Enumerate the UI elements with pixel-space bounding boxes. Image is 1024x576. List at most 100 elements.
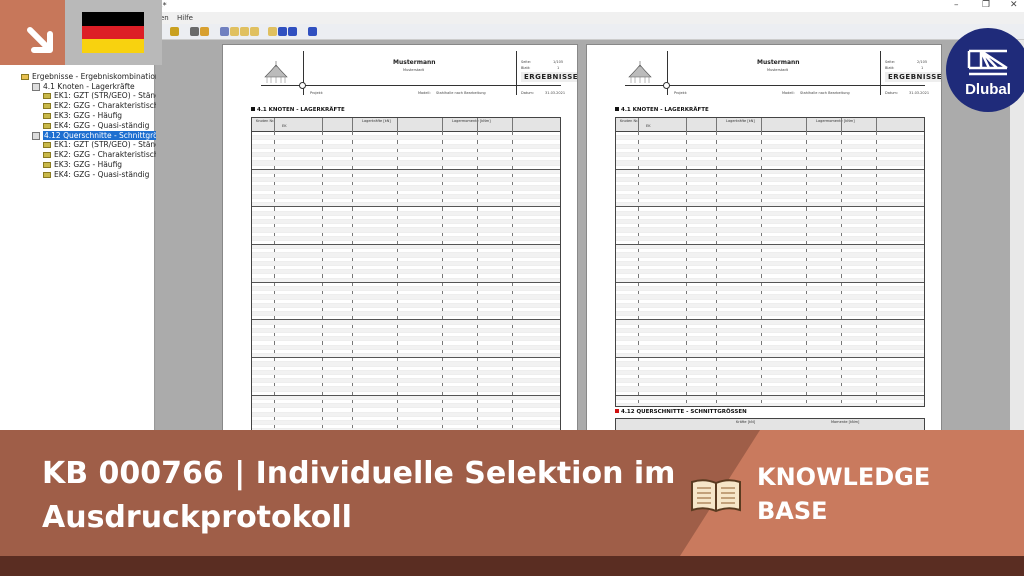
tree-item-label: 4.1 Knoten - Lagerkräfte — [43, 81, 135, 91]
tree-item[interactable]: EK1: GZT (STR/GEO) - Ständig / — [43, 91, 172, 101]
table-row — [252, 149, 560, 153]
preview-page-2: Mustermann Musterstadt Seite: 2/105 Blatt: 1 E… — [586, 44, 942, 444]
toolbar-button[interactable] — [170, 27, 179, 36]
table-row — [252, 203, 560, 208]
sheet-label: Blatt: — [521, 66, 531, 70]
tree-item[interactable]: EK4: GZG - Quasi-ständig — [43, 121, 149, 131]
toolbar-button[interactable] — [200, 27, 209, 36]
header-vrule — [880, 51, 881, 95]
tree-item[interactable]: EK2: GZG - Charakteristisch — [43, 150, 159, 160]
tree-item[interactable]: EK1: GZT (STR/GEO) - Ständig / — [43, 140, 172, 150]
tree-item[interactable]: Ergebnisse - Ergebniskombinationen — [21, 72, 169, 82]
table-row — [252, 132, 560, 137]
table-row — [252, 412, 560, 417]
date-value: 31.03.2021 — [909, 91, 930, 95]
germany-flag-icon — [82, 12, 144, 53]
sheet-number: 1 — [557, 66, 560, 70]
maximize-button[interactable]: ❐ — [982, 0, 991, 10]
toolbar-button[interactable] — [288, 27, 297, 36]
table-row — [616, 387, 924, 392]
table-row — [252, 219, 560, 225]
tree-item-label: EK4: GZG - Quasi-ständig — [54, 169, 150, 179]
table-row — [252, 408, 560, 413]
tree-item[interactable]: EK3: GZG - Häufig — [43, 111, 122, 121]
minimize-button[interactable]: – — [954, 0, 959, 10]
table-row — [616, 274, 924, 279]
table-row — [252, 367, 560, 371]
table-row — [252, 283, 560, 287]
table-row — [252, 245, 560, 250]
table-row — [252, 241, 560, 246]
tree-item[interactable]: 4.1 Knoten - Lagerkräfte — [32, 82, 135, 92]
menu-item-edit[interactable]: en — [160, 14, 169, 22]
open-book-icon — [691, 479, 741, 513]
table-row — [252, 383, 560, 388]
tree-item[interactable]: EK2: GZG - Charakteristisch — [43, 101, 159, 111]
table-row — [252, 144, 560, 149]
section-title-text: 4.12 QUERSCHNITTE - SCHNITTGRÖSSEN — [621, 409, 747, 415]
table-row — [252, 211, 560, 216]
table-row — [616, 395, 924, 400]
toolbar-button[interactable] — [240, 27, 249, 36]
close-button[interactable]: ✕ — [1010, 0, 1018, 10]
table-row — [616, 174, 924, 179]
table-row — [252, 379, 560, 384]
tree-item[interactable]: EK3: GZG - Häufig — [43, 160, 122, 170]
table-row — [616, 182, 924, 187]
toolbar-button[interactable] — [190, 27, 199, 36]
table-row — [616, 392, 924, 396]
toolbar-button[interactable] — [230, 27, 239, 36]
table-row — [252, 350, 560, 354]
table-row — [252, 358, 560, 363]
project-label: Projekt: — [674, 91, 688, 95]
table-row — [252, 341, 560, 346]
table-row — [616, 303, 924, 308]
model-name: Stahlhalle nach Bearbeitung — [800, 91, 850, 95]
table-row — [252, 417, 560, 421]
table-row — [616, 286, 924, 292]
table-row — [616, 253, 924, 258]
tree-item-label: EK2: GZG - Charakteristisch — [54, 150, 159, 160]
table-row — [252, 333, 560, 338]
table-row — [616, 149, 924, 153]
table-row — [252, 370, 560, 375]
table-row — [616, 241, 924, 246]
table-row — [616, 300, 924, 304]
col-ek: EK — [282, 124, 287, 128]
table-icon — [32, 82, 40, 91]
header-circle — [663, 82, 670, 89]
table-row — [252, 266, 560, 271]
tree-item-label: EK1: GZT (STR/GEO) - Ständig / — [54, 140, 172, 150]
table-row — [616, 295, 924, 300]
vertical-scrollbar[interactable] — [1010, 40, 1024, 430]
table-row — [252, 161, 560, 166]
page-number: 2/105 — [917, 60, 928, 64]
toolbar-button[interactable] — [250, 27, 259, 36]
tree-item[interactable]: 4.12 Querschnitte - Schnittgrößen — [32, 130, 173, 141]
footer-strip — [0, 556, 1024, 576]
print-preview-area: Mustermann Musterstadt Seite: 1/105 Blatt: 1 E… — [156, 40, 1024, 444]
table-row — [616, 140, 924, 145]
tree-item-label: EK4: GZG - Quasi-ständig — [54, 120, 150, 130]
model-name: Stahlhalle nach Bearbeitung — [436, 91, 486, 95]
table-row — [252, 178, 560, 183]
results-table: Knoten Nr. EK Lagerkräfte [kN] Lagermomente… — [251, 117, 561, 443]
section-title: 4.1 KNOTEN - LAGERKRÄFTE — [251, 107, 345, 113]
table-row — [252, 169, 560, 174]
col-ek: EK — [646, 124, 651, 128]
tree-item-label: EK3: GZG - Häufig — [54, 160, 123, 169]
table-row — [252, 320, 560, 325]
toolbar-button[interactable] — [278, 27, 287, 36]
toolbar-button[interactable] — [268, 27, 277, 36]
tent-logo — [261, 59, 291, 85]
table-row — [252, 157, 560, 162]
toolbar-button[interactable] — [220, 27, 229, 36]
menu-item-help[interactable]: Hilfe — [177, 14, 193, 22]
table-row — [616, 312, 924, 317]
toolbar-button[interactable] — [308, 27, 317, 36]
table-row — [252, 295, 560, 300]
table-row — [252, 270, 560, 275]
tree-item[interactable]: EK4: GZG - Quasi-ständig — [43, 170, 149, 180]
model-label: Modell: — [418, 91, 431, 95]
header-vrule — [516, 51, 517, 95]
